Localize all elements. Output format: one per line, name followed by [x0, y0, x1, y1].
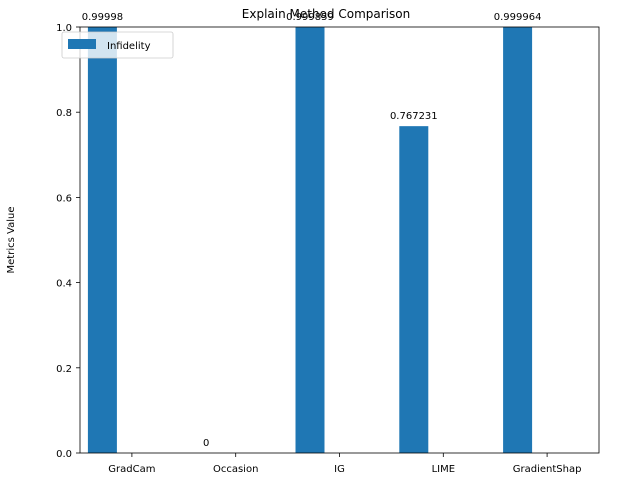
data-label-occasion: 0 [203, 438, 209, 449]
bar-lime [399, 126, 429, 453]
y-tick-label: 0.4 [56, 279, 72, 290]
y-tick-label: 0.2 [56, 364, 72, 375]
legend-box [61, 31, 174, 59]
legend-label: Infidelity [107, 41, 151, 52]
x-tick-label-gradientshap: GradientShap [513, 464, 582, 475]
data-label-lime: 0.767231 [390, 111, 438, 122]
data-label-gradcam: 0.99998 [82, 12, 123, 23]
bar-gradientshap [503, 27, 533, 454]
data-label-gradientshap: 0.999964 [494, 12, 542, 23]
y-tick-label: 1.0 [56, 23, 72, 34]
x-tick-label-occasion: Occasion [213, 464, 258, 475]
legend-swatch [68, 39, 96, 49]
bars-layer [87, 27, 533, 454]
x-tick-label-gradcam: GradCam [108, 464, 155, 475]
y-axis-label: Metrics Value [6, 207, 17, 274]
legend: Infidelity [61, 31, 174, 59]
y-tick-label: 0.8 [56, 108, 72, 119]
y-tick-label: 0.6 [56, 193, 72, 204]
x-tick-label-lime: LIME [432, 464, 455, 475]
x-axis: GradCam Occasion IG LIME GradientShap [108, 453, 581, 475]
bar-ig [295, 27, 325, 454]
chart-title: Explain Method Comparison [242, 7, 410, 21]
data-label-ig: 0.999859 [286, 12, 334, 23]
x-tick-label-ig: IG [334, 464, 345, 475]
y-tick-label: 0.0 [56, 449, 72, 460]
y-axis: 0.0 0.2 0.4 0.6 0.8 1.0 [56, 23, 80, 460]
data-labels-layer: 0.99998 0 0.999859 0.767231 0.999964 [82, 12, 542, 449]
bar-gradcam [87, 27, 117, 454]
